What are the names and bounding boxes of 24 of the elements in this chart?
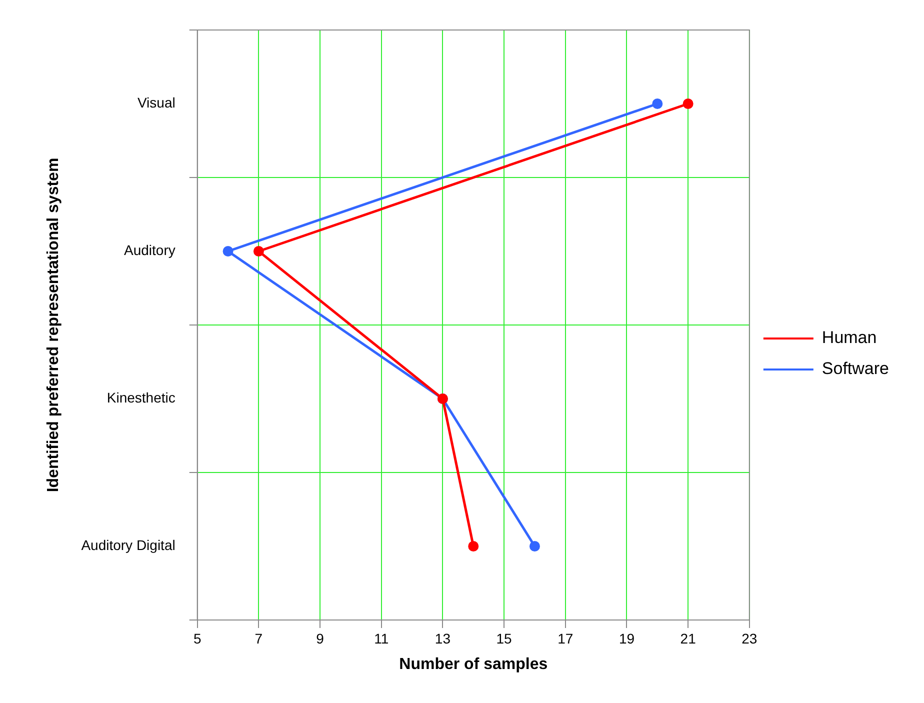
x-tick-label: 9	[316, 630, 324, 646]
point	[468, 541, 479, 552]
x-tick-label: 17	[558, 630, 574, 646]
point	[253, 246, 264, 256]
x-axis-title: Number of samples	[399, 656, 548, 673]
point	[652, 98, 663, 109]
x-tick-label: 5	[193, 630, 202, 646]
x-tick-label: 13	[434, 630, 451, 646]
x-tick-label: 15	[496, 630, 512, 646]
x-tick-label: 11	[374, 630, 389, 646]
y-tick-label: Kinesthetic	[106, 390, 176, 406]
x-tick-label: 19	[618, 630, 635, 646]
x-tick-label: 21	[680, 630, 696, 646]
legend-label: Software	[822, 359, 890, 378]
point	[222, 246, 234, 256]
x-tick-label: 7	[254, 630, 263, 646]
y-axis-title: Identified preferred representational system	[45, 158, 62, 492]
y-tick-label: Auditory	[124, 242, 176, 258]
x-tick-label: 23	[742, 630, 758, 646]
y-tick-label: Visual	[137, 94, 176, 111]
point	[529, 541, 540, 552]
legend-label: Human	[822, 328, 877, 348]
point	[682, 98, 694, 109]
y-tick-label: Auditory Digital	[81, 537, 176, 554]
